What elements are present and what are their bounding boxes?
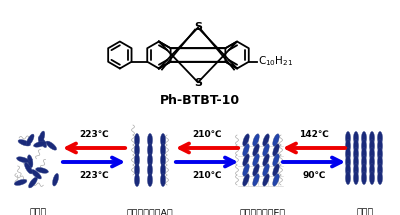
Ellipse shape: [263, 134, 269, 146]
Ellipse shape: [370, 172, 374, 184]
Ellipse shape: [31, 170, 41, 179]
Ellipse shape: [346, 155, 350, 169]
Ellipse shape: [160, 163, 166, 177]
Ellipse shape: [263, 174, 269, 186]
Ellipse shape: [148, 163, 152, 177]
Ellipse shape: [243, 154, 249, 166]
Ellipse shape: [16, 157, 29, 163]
Ellipse shape: [263, 144, 269, 156]
Ellipse shape: [34, 141, 46, 147]
Ellipse shape: [346, 140, 350, 152]
Ellipse shape: [354, 147, 358, 161]
Text: S: S: [194, 22, 202, 32]
Ellipse shape: [346, 147, 350, 161]
Ellipse shape: [24, 162, 32, 174]
Ellipse shape: [243, 144, 249, 156]
Ellipse shape: [160, 134, 166, 146]
Ellipse shape: [362, 155, 366, 169]
Ellipse shape: [346, 163, 350, 177]
Ellipse shape: [370, 147, 374, 161]
Text: S: S: [194, 78, 202, 88]
Ellipse shape: [148, 134, 152, 146]
Ellipse shape: [243, 164, 249, 176]
Ellipse shape: [134, 163, 140, 177]
Ellipse shape: [160, 154, 166, 166]
Ellipse shape: [160, 143, 166, 157]
Ellipse shape: [354, 140, 358, 152]
Ellipse shape: [36, 167, 48, 173]
Ellipse shape: [354, 172, 358, 184]
Ellipse shape: [243, 174, 249, 186]
Ellipse shape: [378, 140, 382, 152]
Ellipse shape: [370, 132, 374, 144]
Ellipse shape: [354, 155, 358, 169]
Ellipse shape: [134, 143, 140, 157]
Ellipse shape: [160, 174, 166, 186]
Ellipse shape: [378, 132, 382, 144]
Text: 223℃: 223℃: [79, 130, 109, 139]
Ellipse shape: [53, 174, 58, 186]
Ellipse shape: [134, 154, 140, 166]
Ellipse shape: [134, 174, 140, 186]
Text: 90℃: 90℃: [302, 171, 326, 180]
Text: 結晶相: 結晶相: [356, 208, 374, 215]
Ellipse shape: [148, 154, 152, 166]
Text: スメクチックA相: スメクチックA相: [127, 208, 173, 215]
Ellipse shape: [362, 140, 366, 152]
Ellipse shape: [148, 174, 152, 186]
Ellipse shape: [263, 164, 269, 176]
Ellipse shape: [253, 134, 259, 146]
Text: 142℃: 142℃: [299, 130, 329, 139]
Ellipse shape: [362, 147, 366, 161]
Ellipse shape: [14, 180, 27, 185]
Ellipse shape: [370, 155, 374, 169]
Ellipse shape: [263, 154, 269, 166]
Ellipse shape: [273, 154, 279, 166]
Text: 223℃: 223℃: [79, 171, 109, 180]
Ellipse shape: [362, 163, 366, 177]
Ellipse shape: [134, 134, 140, 146]
Ellipse shape: [378, 147, 382, 161]
Text: 等方相: 等方相: [29, 208, 47, 215]
Ellipse shape: [370, 163, 374, 177]
Ellipse shape: [46, 141, 56, 150]
Ellipse shape: [378, 163, 382, 177]
Text: 210℃: 210℃: [192, 171, 222, 180]
Ellipse shape: [28, 177, 37, 188]
Ellipse shape: [362, 132, 366, 144]
Ellipse shape: [253, 154, 259, 166]
Text: 210℃: 210℃: [192, 130, 222, 139]
Ellipse shape: [273, 164, 279, 176]
Ellipse shape: [346, 172, 350, 184]
Ellipse shape: [26, 134, 34, 146]
Ellipse shape: [253, 144, 259, 156]
Text: Ph-BTBT-10: Ph-BTBT-10: [160, 94, 240, 106]
Ellipse shape: [38, 136, 47, 147]
Text: スメクチックE相: スメクチックE相: [240, 208, 286, 215]
Ellipse shape: [370, 140, 374, 152]
Ellipse shape: [354, 132, 358, 144]
Ellipse shape: [378, 155, 382, 169]
Ellipse shape: [18, 140, 30, 146]
Ellipse shape: [354, 163, 358, 177]
Ellipse shape: [273, 134, 279, 146]
Ellipse shape: [346, 132, 350, 144]
Ellipse shape: [39, 131, 45, 144]
Ellipse shape: [273, 144, 279, 156]
Ellipse shape: [148, 143, 152, 157]
Ellipse shape: [378, 172, 382, 184]
Ellipse shape: [253, 174, 259, 186]
Ellipse shape: [253, 164, 259, 176]
Text: C$_{10}$H$_{21}$: C$_{10}$H$_{21}$: [258, 54, 293, 68]
Ellipse shape: [243, 134, 249, 146]
Ellipse shape: [273, 174, 279, 186]
Ellipse shape: [28, 155, 33, 168]
Ellipse shape: [362, 172, 366, 184]
